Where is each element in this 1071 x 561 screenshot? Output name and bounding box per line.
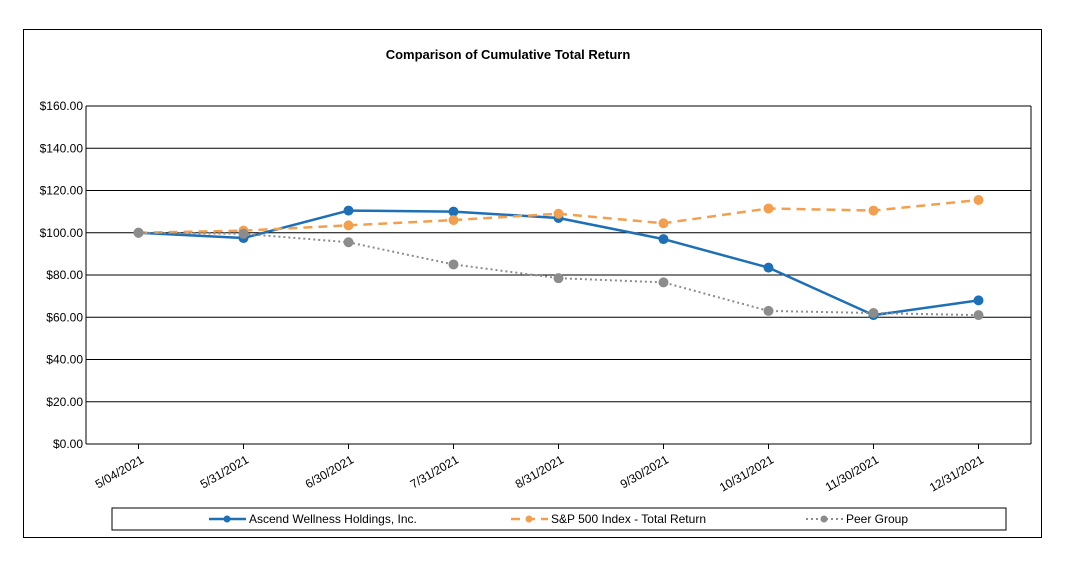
data-point <box>133 227 144 238</box>
data-point <box>343 237 354 248</box>
y-tick-label: $40.00 <box>46 353 83 367</box>
axis-layer: $0.00 $20.00 $40.00 $60.00 $80.00 $100.00 $120… <box>40 99 1032 495</box>
x-tick-label: 6/30/2021 <box>303 452 357 491</box>
legend: Ascend Wellness Holdings, Inc. S&P 500 In… <box>111 507 1007 531</box>
x-tick-label: 9/30/2021 <box>618 452 672 491</box>
x-tick-label: 5/31/2021 <box>198 452 252 491</box>
series-3 <box>133 227 984 321</box>
data-point <box>973 195 984 206</box>
legend-label: Peer Group <box>846 512 908 526</box>
legend-item: Peer Group <box>806 512 908 526</box>
x-tick-label: 11/30/2021 <box>823 452 882 494</box>
data-point <box>448 259 459 270</box>
x-tick-label: 12/31/2021 <box>927 452 986 494</box>
series-2 <box>133 195 984 238</box>
data-point <box>973 310 984 321</box>
y-tick-label: $80.00 <box>46 268 83 282</box>
y-tick-label: $0.00 <box>53 437 83 451</box>
data-point <box>448 215 459 226</box>
data-point <box>658 218 669 229</box>
data-point <box>868 205 879 216</box>
legend-box <box>111 507 1007 531</box>
chart-frame: Comparison of Cumulative Total Return $0… <box>23 29 1042 538</box>
y-tick-label: $160.00 <box>40 99 84 113</box>
legend-item: S&P 500 Index - Total Return <box>511 512 706 526</box>
data-point <box>763 262 774 273</box>
data-point <box>658 234 669 245</box>
data-point <box>238 228 249 239</box>
y-tick-label: $120.00 <box>40 184 84 198</box>
legend-swatch-marker <box>525 515 533 523</box>
data-point <box>553 208 564 219</box>
x-tick-label: 10/31/2021 <box>717 452 776 494</box>
data-point <box>973 295 984 306</box>
series-line <box>138 231 979 317</box>
x-tick-label: 7/31/2021 <box>408 452 462 491</box>
y-tick-label: $60.00 <box>46 310 83 324</box>
legend-swatch-marker <box>223 515 231 523</box>
legend-swatch-marker <box>820 515 828 523</box>
data-point <box>658 277 669 288</box>
x-tick-label: 8/31/2021 <box>513 452 567 491</box>
data-point <box>343 220 354 231</box>
x-tick-label: 5/04/2021 <box>93 452 147 491</box>
y-tick-label: $20.00 <box>46 395 83 409</box>
data-point <box>448 206 459 217</box>
series-line <box>138 209 979 317</box>
data-point <box>763 305 774 316</box>
series-1 <box>133 205 984 321</box>
line-chart: Comparison of Cumulative Total Return $0… <box>40 47 1032 531</box>
legend-label: S&P 500 Index - Total Return <box>551 512 706 526</box>
series-layer <box>133 195 984 321</box>
chart-title: Comparison of Cumulative Total Return <box>386 47 631 62</box>
data-point <box>763 203 774 214</box>
data-point <box>553 273 564 284</box>
data-point <box>868 308 879 319</box>
legend-item: Ascend Wellness Holdings, Inc. <box>209 512 417 526</box>
legend-label: Ascend Wellness Holdings, Inc. <box>249 512 417 526</box>
data-point <box>343 205 354 216</box>
y-tick-label: $100.00 <box>40 226 84 240</box>
y-tick-label: $140.00 <box>40 141 84 155</box>
